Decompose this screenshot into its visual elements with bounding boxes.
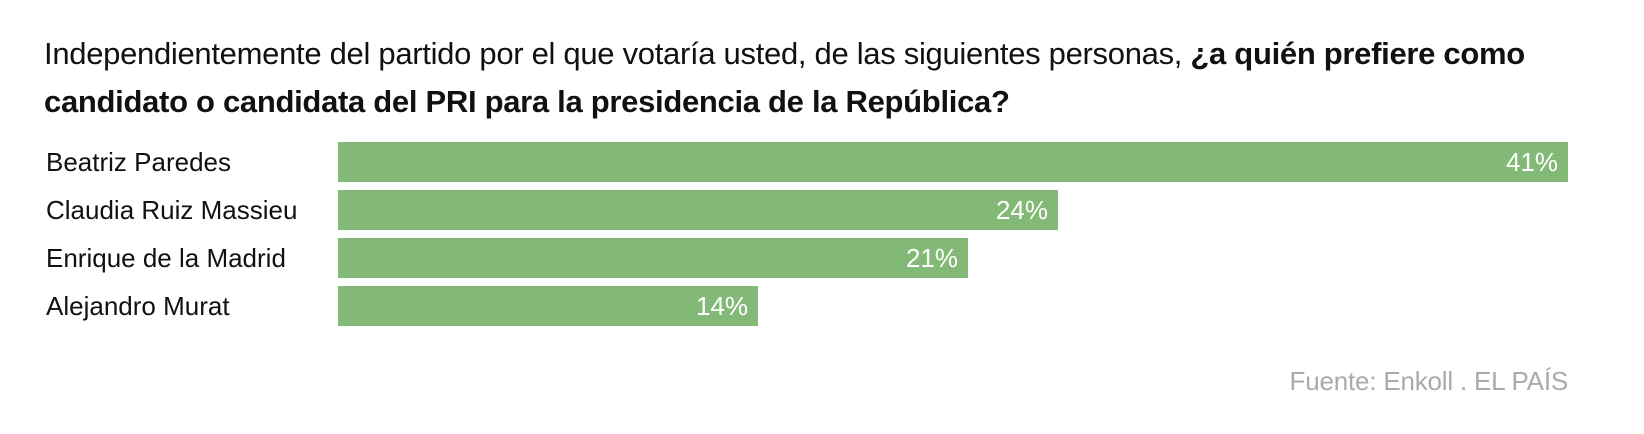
chart-title: Independientemente del partido por el qu… — [44, 30, 1604, 126]
category-label: Enrique de la Madrid — [46, 243, 286, 273]
title-bold: ¿a quién prefiere como candidato o candi… — [44, 36, 1525, 119]
bar — [338, 238, 968, 278]
bar — [338, 142, 1568, 182]
source-note: Fuente: Enkoll . EL PAÍS — [1289, 366, 1569, 396]
data-label: 24% — [996, 195, 1048, 225]
bar — [338, 190, 1058, 230]
data-label: 41% — [1506, 147, 1558, 177]
category-label: Claudia Ruiz Massieu — [46, 195, 297, 225]
bar — [338, 286, 758, 326]
category-label: Beatriz Paredes — [46, 147, 231, 177]
category-label: Alejandro Murat — [46, 291, 230, 321]
data-label: 21% — [906, 243, 958, 273]
data-label: 14% — [696, 291, 748, 321]
title-regular: Independientemente del partido por el qu… — [44, 36, 1183, 71]
